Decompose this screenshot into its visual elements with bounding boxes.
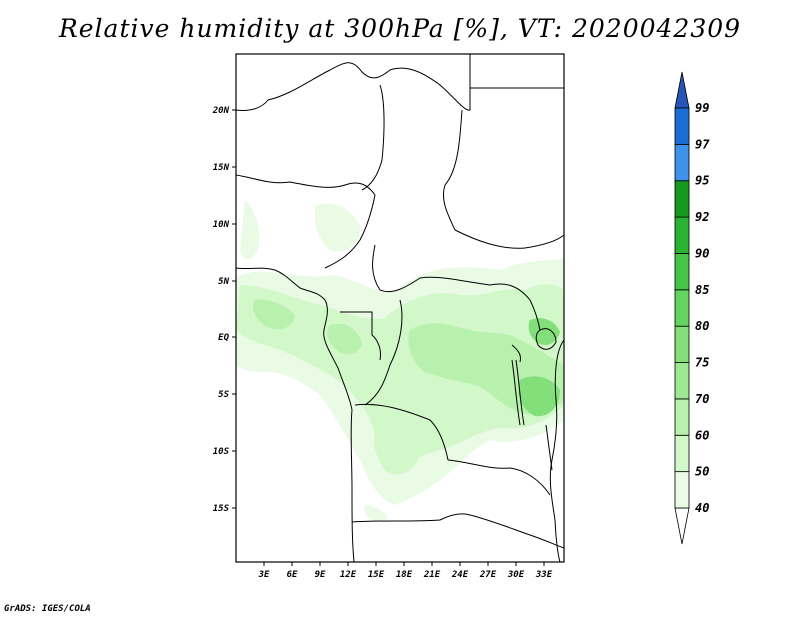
colorbar-cell bbox=[674, 362, 690, 400]
colorbar-arrow-bottom bbox=[674, 507, 690, 545]
colorbar-label: 60 bbox=[695, 428, 709, 442]
colorbar-arrow-top bbox=[674, 71, 690, 109]
colorbar-label: 75 bbox=[695, 356, 709, 370]
lon-label: 6E bbox=[287, 570, 298, 580]
colorbar-label: 92 bbox=[695, 210, 709, 224]
colorbar-label: 70 bbox=[695, 392, 709, 406]
colorbar-cell bbox=[674, 216, 690, 254]
border-niger-nigeria bbox=[236, 174, 376, 196]
colorbar-label: 95 bbox=[695, 174, 709, 188]
border-nigeria-cameroon bbox=[324, 194, 376, 269]
lat-label: 5N bbox=[218, 277, 229, 287]
border-rwanda-burundi bbox=[511, 344, 521, 363]
humidity-50-60-region bbox=[236, 284, 564, 475]
border-car-drc bbox=[419, 276, 531, 301]
colorbar: 40 50 60 70 75 80 85 90 92 95 97 99 bbox=[674, 71, 710, 545]
colorbar-cell bbox=[674, 471, 690, 509]
humidity-shading bbox=[236, 200, 564, 522]
colorbar-cell bbox=[674, 180, 690, 218]
grads-credit: GrADS: IGES/COLA bbox=[4, 604, 91, 614]
lon-label: 3E bbox=[258, 570, 270, 580]
colorbar-label: 80 bbox=[695, 319, 709, 333]
lat-label: EQ bbox=[218, 333, 229, 343]
border-uganda-kenya bbox=[529, 299, 541, 331]
lon-label: 33E bbox=[535, 570, 553, 580]
lon-label: 27E bbox=[479, 570, 497, 580]
coastline-east bbox=[549, 339, 564, 562]
lat-label: 15S bbox=[213, 504, 230, 514]
lon-label: 24E bbox=[451, 570, 469, 580]
longitude-axis: 3E 6E 9E 12E 15E 18E 21E 24E 27E 30E 33E bbox=[258, 562, 553, 580]
border-car-cameroon bbox=[372, 244, 421, 293]
border-drc-zambia bbox=[447, 459, 551, 496]
lon-label: 12E bbox=[340, 570, 357, 580]
lon-label: 9E bbox=[315, 570, 326, 580]
lake-tanganyika bbox=[511, 359, 525, 426]
coastline-west bbox=[236, 267, 355, 562]
country-boundaries bbox=[236, 54, 564, 562]
map-title: Relative humidity at 300hPa [%], VT: 202… bbox=[58, 14, 742, 43]
lat-label: 10S bbox=[213, 447, 230, 457]
lon-label: 18E bbox=[396, 570, 413, 580]
lat-label: 20N bbox=[212, 106, 230, 116]
plot-frame bbox=[235, 53, 565, 563]
lat-label: 15N bbox=[213, 163, 230, 173]
colorbar-cell bbox=[674, 325, 690, 363]
latitude-axis: 20N 15N 10N 5N EQ 5S 10S 15S bbox=[212, 106, 236, 514]
border-niger-chad bbox=[361, 84, 385, 191]
border-drc-congo bbox=[364, 299, 403, 406]
colorbar-cell bbox=[674, 398, 690, 436]
colorbar-cell bbox=[674, 434, 690, 473]
lake-victoria bbox=[535, 328, 557, 350]
lon-label: 30E bbox=[507, 570, 525, 580]
lat-label: 10N bbox=[213, 220, 230, 230]
lat-label: 5S bbox=[218, 390, 229, 400]
border-gabon-congo bbox=[340, 311, 381, 361]
colorbar-label: 97 bbox=[695, 137, 710, 151]
colorbar-cell bbox=[674, 107, 690, 145]
colorbar-label: 50 bbox=[695, 465, 709, 479]
lon-label: 15E bbox=[368, 570, 385, 580]
border-south-sudan bbox=[454, 229, 564, 249]
lon-label: 21E bbox=[423, 570, 441, 580]
colorbar-cell bbox=[674, 143, 690, 182]
border-angola-namibia bbox=[351, 513, 471, 523]
border-zambia-zimbabwe bbox=[469, 514, 564, 549]
colorbar-label: 85 bbox=[695, 283, 709, 297]
lake-malawi bbox=[545, 424, 553, 471]
colorbar-cell bbox=[674, 289, 690, 327]
colorbar-cell bbox=[674, 253, 690, 291]
border-sahara bbox=[236, 54, 471, 111]
border-sudan-chad bbox=[442, 109, 463, 231]
border-angola-drc bbox=[354, 403, 449, 461]
colorbar-label: 90 bbox=[695, 246, 709, 260]
colorbar-label: 99 bbox=[695, 101, 709, 115]
colorbar-label: 40 bbox=[695, 501, 709, 515]
